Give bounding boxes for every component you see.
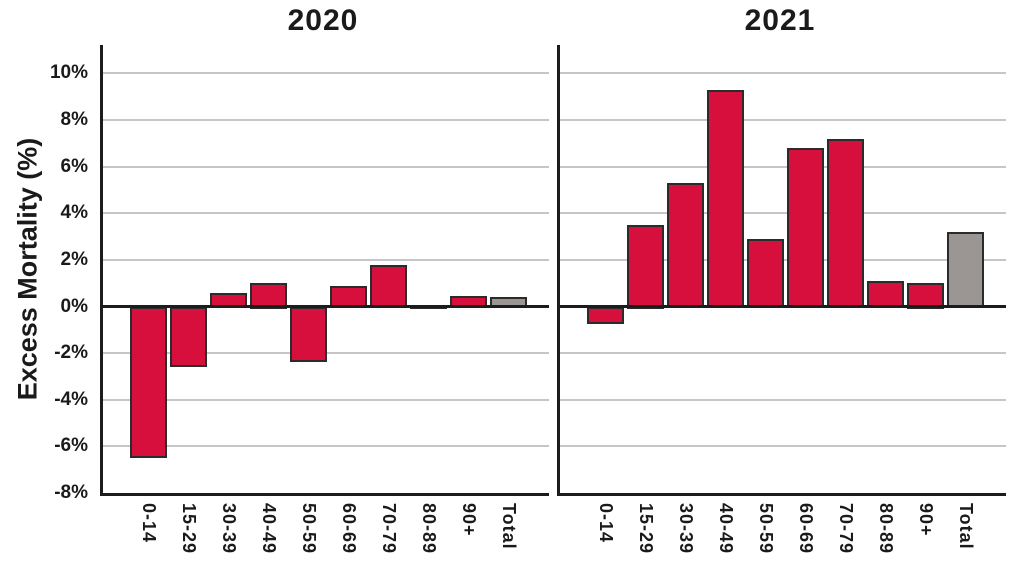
gridline <box>103 212 549 215</box>
panel-2020: 0-14 15-29 30-39 40-49 50-59 60-69 70-79 80-89 9… <box>100 45 549 554</box>
y-tick-label: 0% <box>60 295 88 317</box>
x-tick-label-2021-30-39: 30-39 <box>676 503 696 555</box>
bar-2021-70-79 <box>827 138 864 309</box>
y-tick-label: 10% <box>49 62 88 84</box>
bar-2020-0-14 <box>130 306 167 458</box>
zero-line <box>103 305 549 308</box>
panel-title-2020: 2020 <box>287 4 359 37</box>
x-tick-label-2020-90+: 90+ <box>459 503 479 537</box>
x-tick-label-2020-80-89: 80-89 <box>419 503 439 555</box>
bar-2020-50-59 <box>290 306 327 363</box>
bar-2021-90+ <box>907 283 944 309</box>
y-tick-label: -4% <box>54 388 88 410</box>
gridline <box>560 445 1006 448</box>
gridline <box>103 445 549 448</box>
panel-title-2021: 2021 <box>744 4 816 37</box>
x-tick-label-2021-60-69: 60-69 <box>796 503 816 555</box>
gridline <box>560 212 1006 215</box>
x-tick-label-2021-15-29: 15-29 <box>636 503 656 555</box>
y-tick-label: 8% <box>60 109 88 130</box>
x-tick-label-2020-50-59: 50-59 <box>299 503 319 555</box>
gridline <box>103 398 549 401</box>
bar-2020-70-79 <box>370 264 407 309</box>
gridline <box>560 119 1006 121</box>
x-tick-label-2021-90+: 90+ <box>916 503 936 537</box>
gridline <box>103 72 549 75</box>
x-tick-label-2020-Total: Total <box>499 503 519 550</box>
gridline <box>560 165 1006 168</box>
x-tick-label-2021-70-79: 70-79 <box>836 503 856 555</box>
x-tick-label-2020-40-49: 40-49 <box>259 503 279 555</box>
x-tick-label-2021-40-49: 40-49 <box>716 503 736 555</box>
x-tick-label-2020-70-79: 70-79 <box>379 503 399 555</box>
x-tick-label-2020-30-39: 30-39 <box>219 503 239 555</box>
y-tick-label: 6% <box>60 155 88 177</box>
gridline <box>103 119 549 121</box>
gridline <box>103 258 549 261</box>
x-tick-label-2021-Total: Total <box>956 503 976 550</box>
bar-2021-50-59 <box>747 238 784 309</box>
gridline <box>560 72 1006 75</box>
gridline <box>560 398 1006 401</box>
bar-2021-0-14 <box>587 306 624 324</box>
x-tick-label-2021-0-14: 0-14 <box>596 503 616 544</box>
x-tick-label-2021-50-59: 50-59 <box>756 503 776 555</box>
bar-2021-40-49 <box>707 89 744 309</box>
bar-2021-80-89 <box>867 280 904 309</box>
x-tick-label-2020-15-29: 15-29 <box>179 503 199 555</box>
y-tick-label: 4% <box>60 202 88 224</box>
gridline <box>103 165 549 168</box>
zero-line <box>560 305 1006 308</box>
x-tick-label-2020-60-69: 60-69 <box>339 503 359 555</box>
x-tick-label-2020-0-14: 0-14 <box>139 503 159 544</box>
y-tick-label: -8% <box>54 482 88 503</box>
y-tick-label: -2% <box>54 342 88 364</box>
y-tick-label: 2% <box>60 248 88 270</box>
bar-2021-30-39 <box>667 182 704 309</box>
bar-2020-15-29 <box>170 306 207 367</box>
bar-2021-60-69 <box>787 147 824 309</box>
x-tick-label-2021-80-89: 80-89 <box>876 503 896 555</box>
gridline <box>560 352 1006 355</box>
bar-2021-Total <box>947 231 984 309</box>
y-tick-label: -6% <box>54 435 88 457</box>
bar-2021-15-29 <box>627 224 664 309</box>
panel-2021: 0-14 15-29 30-39 40-49 50-59 60-69 70-79 80-89 9… <box>557 45 1006 554</box>
